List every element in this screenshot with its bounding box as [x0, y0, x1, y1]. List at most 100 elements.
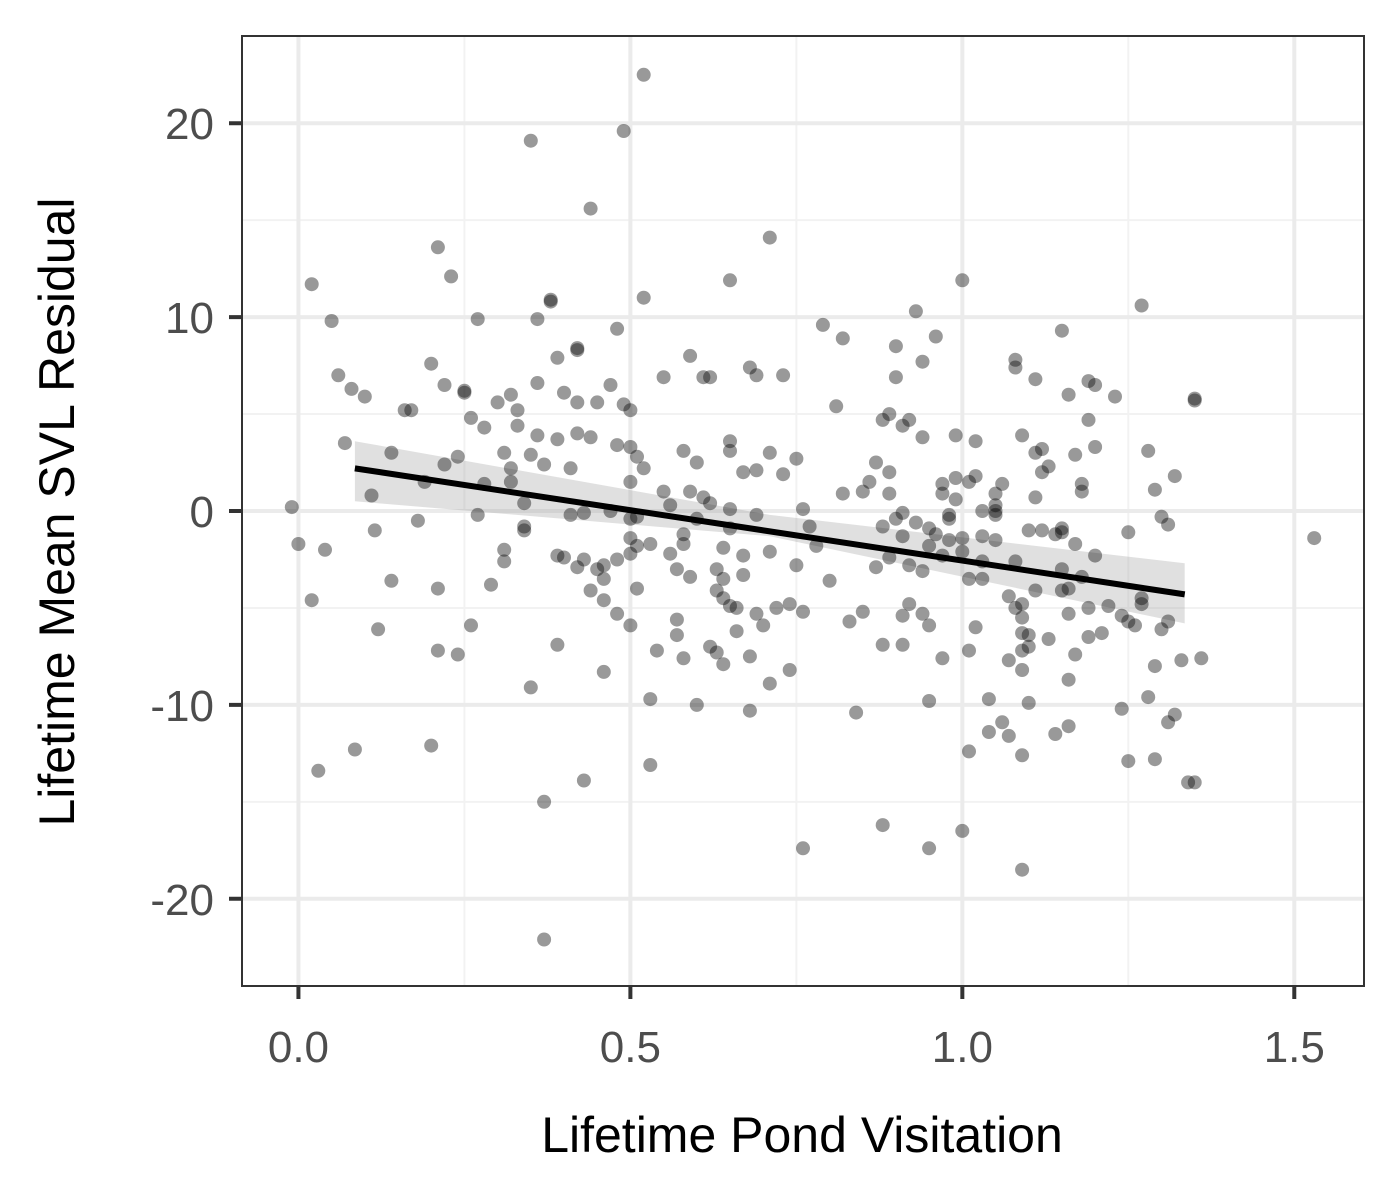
data-point — [636, 461, 651, 476]
points-layer — [284, 67, 1322, 947]
data-point — [630, 538, 644, 553]
data-point — [623, 618, 638, 633]
data-point — [796, 604, 810, 619]
data-point — [802, 519, 817, 534]
data-point — [1061, 719, 1076, 734]
data-point — [749, 368, 764, 383]
data-point — [1121, 754, 1136, 769]
data-point — [1061, 606, 1076, 621]
data-point — [1147, 752, 1162, 767]
fit-line-layer — [354, 465, 1186, 598]
data-point — [895, 529, 910, 544]
data-point — [464, 410, 478, 425]
data-point — [962, 474, 976, 489]
data-point — [477, 420, 492, 435]
data-point — [849, 705, 864, 720]
data-point — [1001, 589, 1016, 604]
data-point — [497, 445, 512, 460]
data-point — [835, 486, 850, 501]
data-point — [304, 593, 319, 608]
data-point — [796, 502, 810, 517]
data-point — [922, 538, 937, 553]
y-tick-label: 0 — [190, 488, 214, 537]
data-point — [430, 643, 445, 658]
data-point — [1015, 862, 1030, 877]
data-point — [676, 651, 691, 666]
data-point — [736, 548, 751, 563]
data-point — [703, 370, 718, 385]
data-point — [384, 573, 399, 588]
data-point — [928, 527, 943, 542]
data-point — [1174, 653, 1189, 668]
data-point — [855, 484, 870, 499]
data-point — [1015, 643, 1030, 658]
data-point — [583, 430, 598, 445]
data-point — [1181, 775, 1196, 790]
data-point — [656, 484, 671, 499]
data-point — [995, 476, 1010, 491]
data-point — [1035, 523, 1049, 538]
data-point — [530, 312, 545, 327]
data-point — [663, 546, 678, 561]
data-point — [975, 504, 990, 518]
data-point — [1021, 523, 1036, 538]
data-point — [470, 507, 485, 522]
data-point — [776, 368, 791, 383]
data-point — [444, 269, 459, 284]
data-point — [1081, 412, 1096, 427]
data-point — [829, 399, 844, 414]
data-point — [981, 692, 996, 707]
data-point — [776, 467, 791, 482]
data-point — [497, 542, 512, 557]
data-point — [616, 397, 631, 412]
data-point — [1088, 378, 1103, 392]
data-point — [782, 663, 797, 677]
data-point — [882, 486, 897, 501]
data-point — [875, 519, 890, 534]
data-point — [988, 533, 1003, 548]
data-point — [623, 546, 638, 561]
data-point — [576, 552, 591, 567]
data-point — [908, 515, 923, 530]
data-point — [1161, 517, 1176, 532]
data-point — [842, 614, 857, 629]
data-point — [756, 618, 771, 633]
data-point — [895, 418, 910, 433]
data-point — [915, 354, 930, 369]
data-point — [762, 445, 777, 460]
data-point — [1008, 554, 1023, 569]
data-point — [576, 773, 591, 788]
data-point — [1048, 727, 1063, 741]
data-point — [676, 443, 691, 458]
data-point — [882, 465, 897, 480]
data-point — [948, 471, 963, 485]
x-tick-label: 1.0 — [932, 1023, 993, 1072]
data-point — [902, 597, 917, 612]
x-axis-title: Lifetime Pond Visitation — [541, 1107, 1063, 1163]
data-point — [988, 507, 1003, 522]
data-point — [882, 550, 897, 565]
data-point — [1161, 715, 1176, 730]
data-point — [869, 560, 883, 575]
data-point — [590, 562, 605, 577]
data-point — [603, 378, 618, 392]
data-point — [709, 583, 724, 598]
data-point — [888, 370, 903, 385]
data-point — [749, 507, 764, 522]
data-point — [543, 292, 558, 307]
data-point — [955, 544, 970, 559]
data-point — [1074, 476, 1089, 491]
data-point — [1008, 352, 1023, 367]
data-point — [616, 124, 631, 138]
data-point — [1088, 440, 1103, 454]
data-point — [1307, 531, 1322, 546]
data-point — [610, 552, 625, 567]
data-point — [563, 507, 578, 522]
data-point — [656, 370, 671, 385]
data-point — [1081, 374, 1096, 389]
data-point — [1028, 372, 1043, 387]
data-point — [696, 490, 711, 505]
data-point — [1187, 393, 1202, 408]
data-point — [835, 331, 850, 346]
